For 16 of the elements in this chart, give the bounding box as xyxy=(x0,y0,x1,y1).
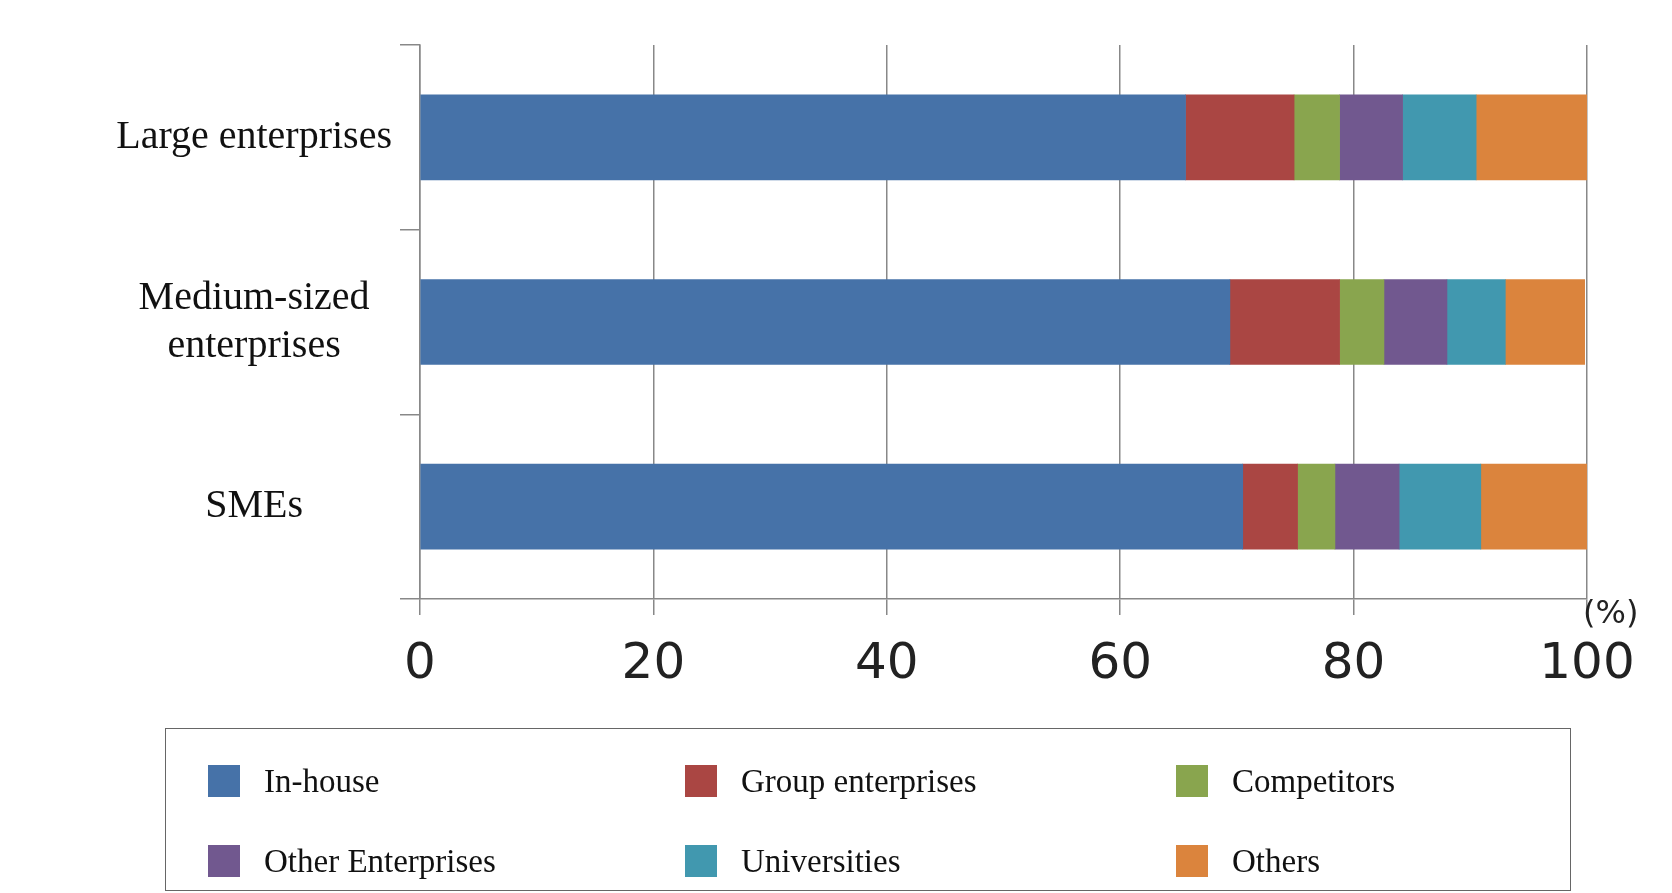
x-axis-title: (%) xyxy=(1583,593,1639,632)
legend-label: Others xyxy=(1232,842,1320,880)
x-tick-label: 0 xyxy=(404,631,436,690)
legend-label: Other Enterprises xyxy=(264,842,496,880)
x-tick-label: 100 xyxy=(1539,631,1635,690)
x-tick-label: 60 xyxy=(1088,631,1153,690)
y-tick-label: Medium-sized enterprises xyxy=(138,272,370,366)
y-tick-label: SMEs xyxy=(205,481,304,527)
x-tick-label: 80 xyxy=(1321,631,1386,690)
legend-label: In-house xyxy=(264,762,380,800)
legend-label: Group enterprises xyxy=(741,762,977,800)
x-tick-label: 40 xyxy=(854,631,919,690)
y-tick-label: Large enterprises xyxy=(116,111,393,157)
legend-label: Competitors xyxy=(1232,762,1396,800)
legend-label: Universities xyxy=(741,842,901,880)
x-tick-label: 20 xyxy=(621,631,686,690)
